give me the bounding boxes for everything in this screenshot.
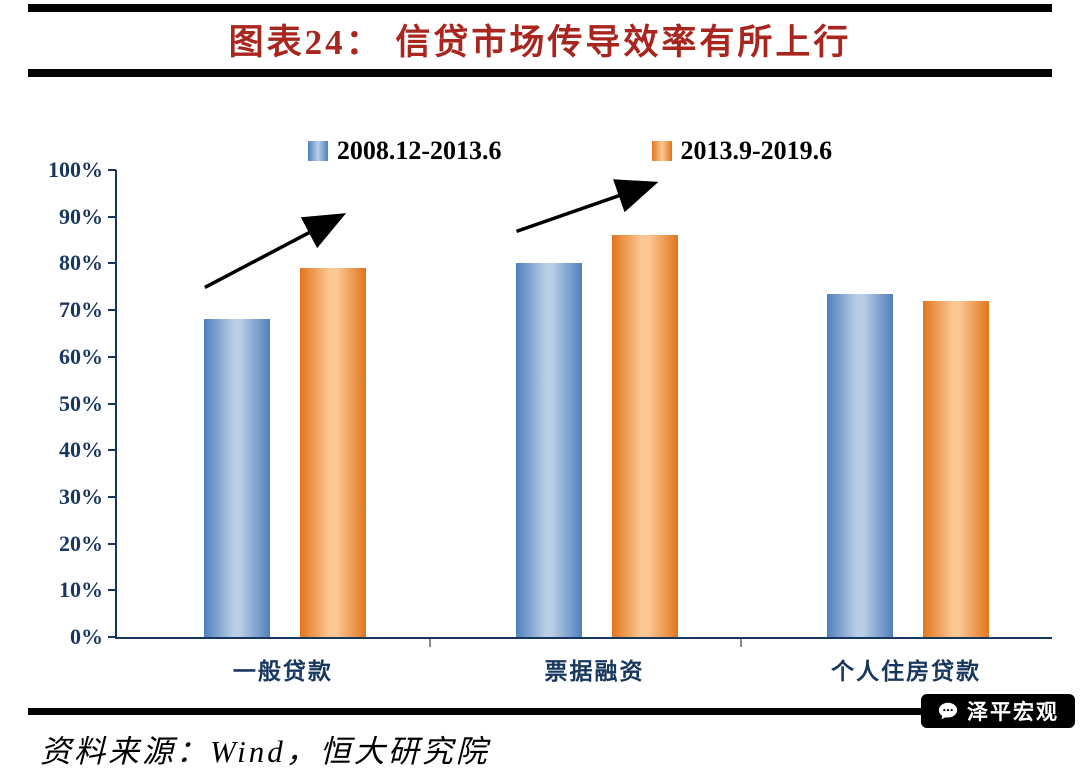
x-axis-labels: 一般贷款 票据融资 个人住房贷款 bbox=[115, 652, 1050, 688]
bar-2013.9-2019.6-个人住房贷款 bbox=[923, 300, 990, 637]
bar-2008.12-2013.6-一般贷款 bbox=[203, 319, 270, 637]
bar-2013.9-2019.6-一般贷款 bbox=[299, 268, 366, 637]
y-tick-label: 40% bbox=[59, 437, 103, 463]
y-tick-mark bbox=[108, 402, 116, 405]
y-tick-mark bbox=[108, 589, 116, 592]
brand-name: 泽平宏观 bbox=[967, 700, 1059, 724]
y-tick-label: 0% bbox=[70, 624, 103, 649]
chart-header: 图表24： 信贷市场传导效率有所上行 bbox=[28, 4, 1052, 77]
y-tick-mark bbox=[108, 262, 116, 265]
y-tick-label: 50% bbox=[59, 390, 103, 416]
x-category-label: 个人住房贷款 bbox=[831, 659, 982, 684]
chart-legend: 2008.12-2013.6 2013.9-2019.6 bbox=[60, 136, 1080, 166]
y-tick-mark bbox=[108, 169, 116, 171]
title-underline-rule bbox=[28, 69, 1052, 77]
legend-label: 2008.12-2013.6 bbox=[336, 136, 502, 165]
y-tick-label: 90% bbox=[59, 203, 103, 229]
x-category-label: 一般贷款 bbox=[232, 659, 333, 684]
legend-item: 2008.12-2013.6 bbox=[307, 136, 502, 166]
bar-2013.9-2019.6-票据融资 bbox=[611, 235, 678, 637]
trend-up-arrow bbox=[515, 179, 659, 234]
footer-rule bbox=[28, 708, 1052, 715]
y-tick-label: 10% bbox=[59, 577, 103, 603]
y-axis-labels: 100% 90% 80% 70% 60% 50% 40% 30% 20% 10% 0% bbox=[15, 157, 103, 649]
y-tick-mark bbox=[108, 449, 116, 452]
y-tick-mark bbox=[108, 355, 116, 358]
chat-bubble-icon bbox=[938, 702, 958, 720]
legend-swatch bbox=[307, 141, 328, 161]
y-tick-label: 100% bbox=[48, 157, 103, 182]
bar-2008.12-2013.6-个人住房贷款 bbox=[827, 293, 894, 637]
x-axis-divider-tick bbox=[428, 639, 431, 647]
page-title: 图表24： 信贷市场传导效率有所上行 bbox=[228, 23, 852, 62]
y-tick-label: 70% bbox=[59, 297, 103, 323]
y-tick-mark bbox=[108, 542, 116, 545]
y-tick-mark bbox=[108, 309, 116, 312]
y-tick-mark bbox=[108, 636, 116, 638]
y-tick-label: 30% bbox=[59, 483, 103, 509]
x-axis-divider-tick bbox=[740, 639, 743, 647]
legend-label: 2013.9-2019.6 bbox=[680, 136, 833, 165]
legend-swatch bbox=[651, 141, 672, 161]
brand-watermark: 泽平宏观 bbox=[921, 694, 1075, 728]
x-category-label: 票据融资 bbox=[544, 659, 645, 684]
plot-area bbox=[108, 169, 1052, 647]
legend-item: 2013.9-2019.6 bbox=[651, 136, 833, 166]
y-tick-mark bbox=[108, 495, 116, 498]
bar-2008.12-2013.6-票据融资 bbox=[515, 263, 582, 637]
y-tick-label: 60% bbox=[59, 343, 103, 369]
y-tick-mark bbox=[108, 215, 116, 218]
top-rule bbox=[28, 4, 1052, 12]
y-tick-label: 20% bbox=[59, 530, 103, 556]
y-tick-label: 80% bbox=[59, 250, 103, 276]
source-text: 资料来源：Wind，恒大研究院 bbox=[40, 734, 490, 769]
